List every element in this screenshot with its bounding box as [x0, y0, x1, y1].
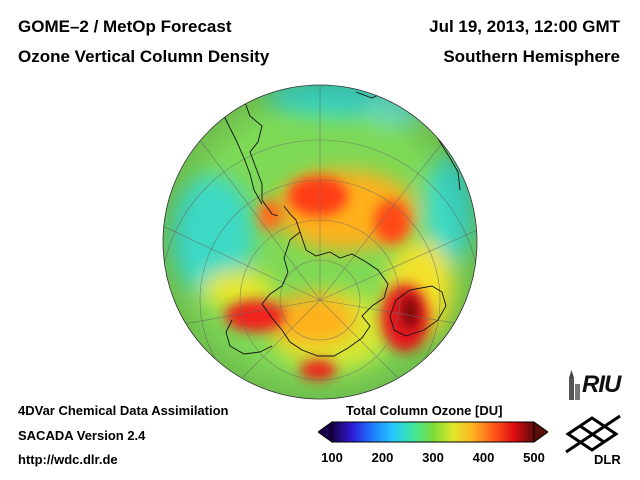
colorbar-title: Total Column Ozone [DU]: [346, 403, 503, 418]
colorbar-tick-label: 200: [371, 450, 394, 465]
hemisphere-label: Southern Hemisphere: [443, 47, 620, 66]
colorbar: [318, 421, 548, 443]
colorbar-gradient: [331, 421, 535, 443]
version-label: SACADA Version 2.4: [18, 428, 146, 443]
colorbar-tick-label: 300: [422, 450, 444, 465]
dlr-logo-icon: [565, 414, 621, 454]
colorbar-tick-label: 100: [321, 450, 343, 465]
riu-logo-text: RIU: [582, 371, 621, 398]
globe-outline: [162, 84, 478, 400]
colorbar-tick-label: 500: [523, 450, 545, 465]
colorbar-low-arrow: [318, 421, 333, 443]
dlr-logo-text: DLR: [594, 452, 621, 467]
source-url: http://wdc.dlr.de: [18, 452, 118, 467]
assimilation-label: 4DVar Chemical Data Assimilation: [18, 403, 229, 418]
map-title: GOME–2 / MetOp Forecast: [18, 17, 232, 36]
riu-logo-icon: [569, 370, 580, 400]
colorbar-tick-label: 400: [472, 450, 495, 465]
forecast-date: Jul 19, 2013, 12:00 GMT: [429, 17, 620, 36]
colorbar-high-arrow: [533, 421, 548, 443]
map-subtitle: Ozone Vertical Column Density: [18, 47, 270, 66]
ozone-globe-map: [162, 84, 478, 400]
